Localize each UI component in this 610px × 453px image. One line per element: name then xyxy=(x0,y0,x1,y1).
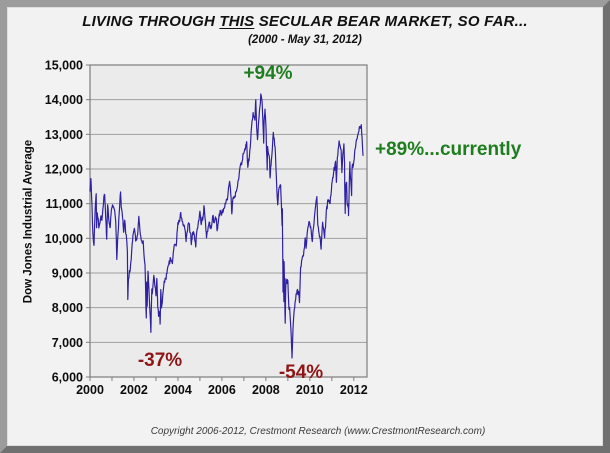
annotation-current-gain: +89%...currently xyxy=(375,139,522,160)
chart-title: LIVING THROUGH THIS SECULAR BEAR MARKET,… xyxy=(7,13,603,30)
y-tick-label: 10,000 xyxy=(45,232,83,246)
x-tick-label: 2004 xyxy=(164,383,192,397)
y-tick-label: 13,000 xyxy=(45,128,83,142)
annotation-2009-low-loss: -54% xyxy=(278,362,324,383)
chart-title-post: SECULAR BEAR MARKET, SO FAR... xyxy=(254,13,528,30)
plot-border xyxy=(89,64,368,378)
annotation-2007-peak-gain: +94% xyxy=(243,63,293,84)
price-chart: 6,000 7,000 8,000 9,000 10,000 11,000 12,000 13… xyxy=(45,59,368,398)
x-tick-label: 2010 xyxy=(296,383,324,397)
plot-area xyxy=(90,65,367,377)
y-tick-label: 11,000 xyxy=(45,197,83,211)
x-tick-label: 2008 xyxy=(252,383,280,397)
y-tick-label: 6,000 xyxy=(52,371,83,385)
chart-subtitle: (2000 - May 31, 2012) xyxy=(248,34,362,46)
y-tick-label: 7,000 xyxy=(52,336,83,350)
y-tick-label: 14,000 xyxy=(45,93,83,107)
y-tick-label: 9,000 xyxy=(52,267,83,281)
chart-title-emphasis: THIS xyxy=(219,13,255,30)
x-tick-label: 2000 xyxy=(76,383,104,397)
chart-content: LIVING THROUGH THIS SECULAR BEAR MARKET,… xyxy=(7,7,603,446)
copyright-note: Copyright 2006-2012, Crestmont Research … xyxy=(150,426,486,437)
x-tick-label: 2002 xyxy=(120,383,148,397)
y-tick-label: 8,000 xyxy=(52,301,83,315)
y-tick-label: 15,000 xyxy=(45,59,83,73)
djia-price-line xyxy=(89,93,364,359)
y-axis-title: Dow Jones Industrial Average xyxy=(22,139,35,304)
x-tick-label: 2012 xyxy=(340,383,368,397)
y-tick-label: 12,000 xyxy=(45,163,83,177)
x-tick-label: 2006 xyxy=(208,383,236,397)
chart-title-pre: LIVING THROUGH xyxy=(82,13,220,30)
annotation-2002-low-loss: -37% xyxy=(137,350,183,371)
